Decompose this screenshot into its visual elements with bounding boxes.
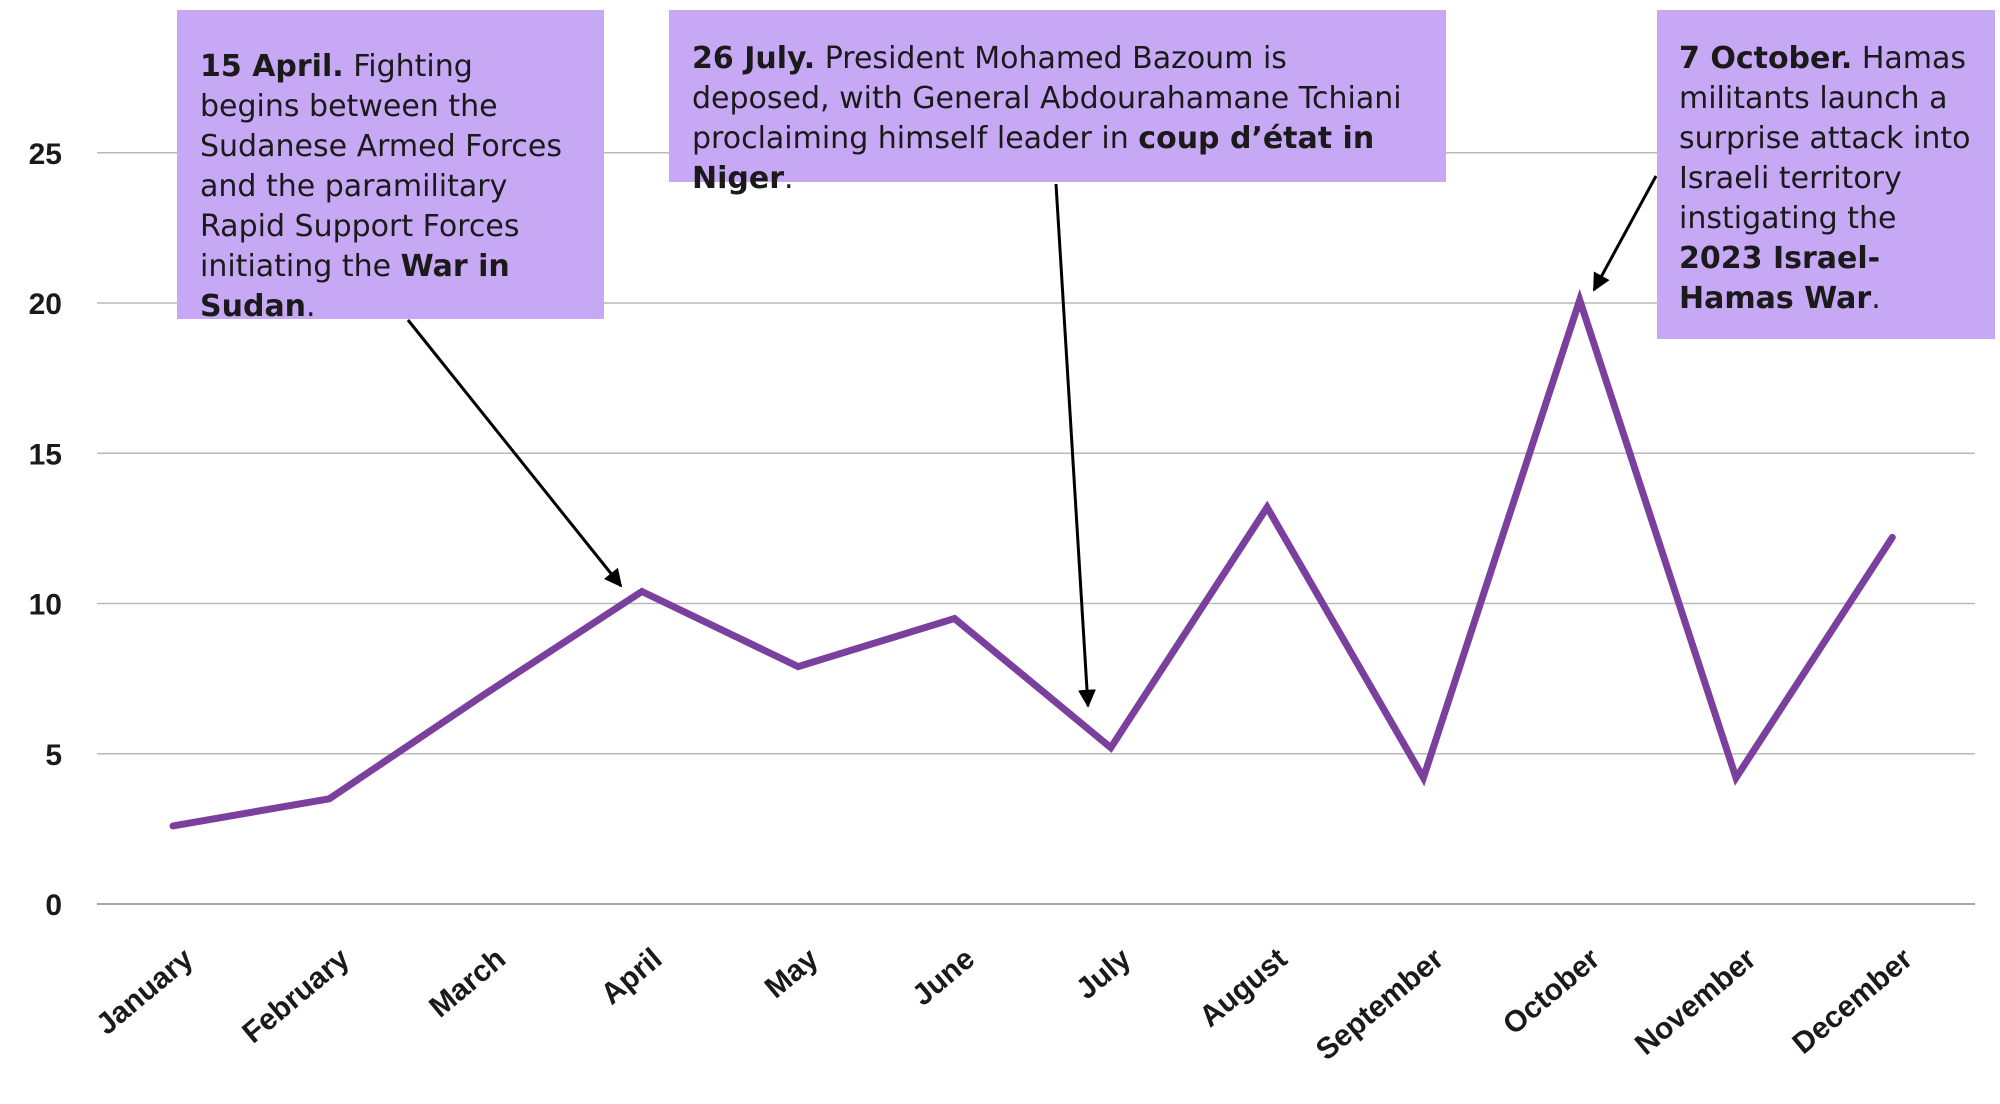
annotation-israel: 7 October. Hamas militants launch a surp… [1657, 10, 1995, 339]
x-tick-label: May [759, 942, 825, 1005]
x-axis-ticks: January February March April May June July Augu… [90, 942, 1919, 1067]
data-point [641, 590, 643, 592]
y-tick-label: 15 [29, 438, 62, 471]
x-tick-label: June [906, 942, 981, 1012]
annotation-event: 2023 Israel-Hamas War [1679, 241, 1881, 316]
x-tick-label: December [1786, 942, 1919, 1061]
data-point [328, 798, 330, 800]
data-point [485, 693, 487, 695]
annotation-end: . [306, 289, 316, 324]
data-point [954, 618, 955, 620]
series [169, 288, 1896, 830]
data-point [1266, 506, 1268, 508]
x-tick-label: November [1629, 942, 1763, 1062]
data-point [1579, 299, 1581, 301]
annotation-arrow [1054, 183, 1096, 708]
annotation-arrow [1592, 175, 1658, 292]
annotation-date: 7 October. [1679, 41, 1853, 76]
annotation-event: coup d’état in Niger [692, 121, 1375, 196]
y-tick-label: 10 [29, 589, 62, 622]
data-point [797, 666, 799, 668]
x-tick-label: April [595, 942, 669, 1011]
annotation-text: Fighting begins between the Sudanese Arm… [200, 49, 562, 284]
annotation-text: President Mohamed Bazoum is deposed, wit… [692, 41, 1402, 156]
x-tick-label: July [1070, 942, 1137, 1006]
x-tick-label: August [1193, 942, 1293, 1034]
x-tick-label: March [423, 942, 512, 1024]
annotation-date: 15 April. [200, 49, 344, 84]
annotation-arrow [406, 319, 623, 588]
data-point [1891, 536, 1893, 538]
annotation-text: Hamas militants launch a surprise attack… [1679, 41, 1971, 236]
annotation-sudan: 15 April. Fighting begins between the Su… [177, 10, 604, 324]
x-tick-label: September [1310, 942, 1450, 1067]
y-tick-label: 5 [45, 739, 62, 772]
annotation-niger: 26 July. President Mohamed Bazoum is dep… [669, 10, 1446, 196]
data-point [1735, 777, 1737, 779]
y-tick-label: 0 [45, 889, 62, 922]
data-point [172, 825, 174, 827]
x-tick-label: February [236, 942, 356, 1050]
annotation-event: War in Sudan [200, 249, 510, 324]
x-tick-label: October [1497, 942, 1607, 1041]
y-axis-ticks: 0 5 10 15 20 25 [29, 138, 62, 922]
data-point [1422, 777, 1424, 779]
y-tick-label: 25 [29, 138, 62, 171]
annotation-end: . [1871, 281, 1881, 316]
data-point [1110, 747, 1112, 749]
x-tick-label: January [90, 942, 200, 1041]
annotation-arrows [406, 175, 1658, 708]
series-line [169, 288, 1896, 830]
annotation-date: 26 July. [692, 41, 816, 76]
y-tick-label: 20 [29, 288, 62, 321]
annotation-end: . [784, 161, 794, 196]
